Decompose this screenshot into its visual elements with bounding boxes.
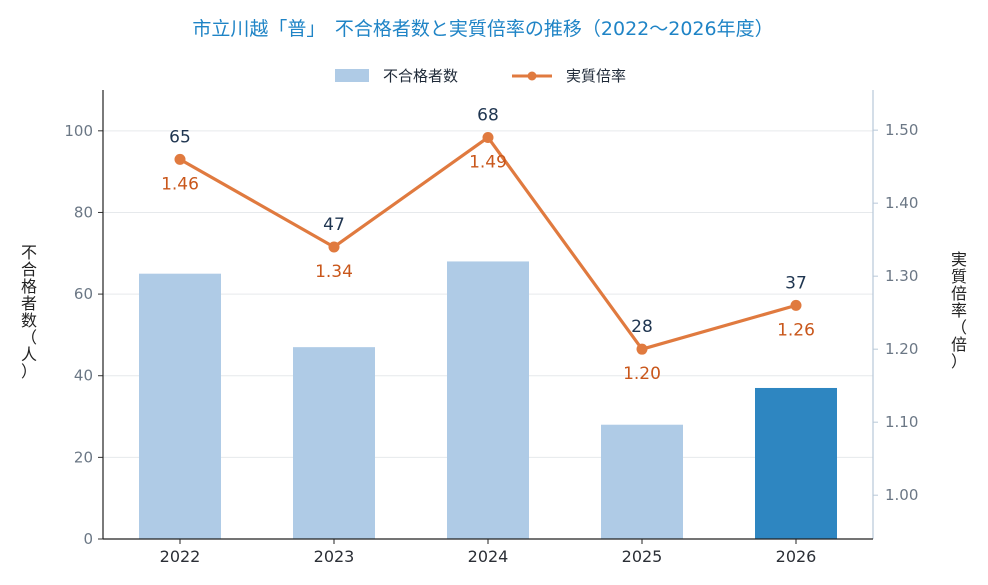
bar xyxy=(447,261,529,539)
y2-tick-label: 1.50 xyxy=(885,121,918,139)
bar xyxy=(139,273,221,539)
y2-tick-label: 1.40 xyxy=(885,194,918,212)
ratio-value-label: 1.26 xyxy=(777,320,815,340)
x-tick-label: 2026 xyxy=(776,547,817,566)
y-tick-label: 80 xyxy=(74,203,93,221)
bar-value-label: 28 xyxy=(631,317,653,337)
bar-value-label: 68 xyxy=(477,105,499,125)
ratio-point xyxy=(174,153,186,165)
ratio-line-layer xyxy=(174,131,802,355)
legend: 不合格者数 実質倍率 xyxy=(335,67,626,85)
ratio-value-label: 1.46 xyxy=(161,174,199,194)
y2-tick-label: 1.00 xyxy=(885,486,918,504)
chart-title: 市立川越「普」 不合格者数と実質倍率の推移（2022〜2026年度） xyxy=(192,18,773,40)
legend-bar-swatch xyxy=(335,69,369,82)
axes: 0 20 40 60 80 100 1.00 1.10 1.20 1.30 1.40 1.50 2022… xyxy=(64,90,918,566)
ratio-value-label: 1.20 xyxy=(623,364,661,384)
y-tick-label: 20 xyxy=(74,448,93,466)
legend-bar-label: 不合格者数 xyxy=(383,67,458,85)
y2-tick-label: 1.20 xyxy=(885,340,918,358)
ratio-value-label: 1.49 xyxy=(469,152,507,172)
bar xyxy=(755,387,837,539)
y2-tick-label: 1.10 xyxy=(885,413,918,431)
bar xyxy=(601,424,683,539)
bar xyxy=(293,347,375,539)
legend-line-marker xyxy=(527,71,537,81)
y-tick-label: 100 xyxy=(64,122,93,140)
x-tick-label: 2025 xyxy=(622,547,663,566)
x-tick-label: 2022 xyxy=(160,547,201,566)
x-tick-label: 2024 xyxy=(468,547,509,566)
y-tick-label: 0 xyxy=(83,530,93,548)
x-tick-label: 2023 xyxy=(314,547,355,566)
y-tick-label: 40 xyxy=(74,367,93,385)
bar-value-label: 37 xyxy=(785,273,807,293)
y2-axis-title: 実質倍率（倍） xyxy=(951,250,967,371)
ratio-point xyxy=(790,299,802,311)
ratio-point xyxy=(636,343,648,355)
y-axis-title: 不合格者数（人） xyxy=(21,243,37,381)
ratio-point xyxy=(482,131,494,143)
y2-tick-label: 1.30 xyxy=(885,267,918,285)
bars xyxy=(139,261,837,539)
bar-value-label: 47 xyxy=(323,215,345,235)
data-labels: 65 1.46 47 1.34 68 1.49 28 1.20 37 1.26 xyxy=(161,105,815,384)
bar-value-label: 65 xyxy=(169,127,191,147)
ratio-point xyxy=(328,241,340,253)
y-tick-label: 60 xyxy=(74,285,93,303)
ratio-value-label: 1.34 xyxy=(315,262,353,282)
legend-line-label: 実質倍率 xyxy=(566,67,626,85)
